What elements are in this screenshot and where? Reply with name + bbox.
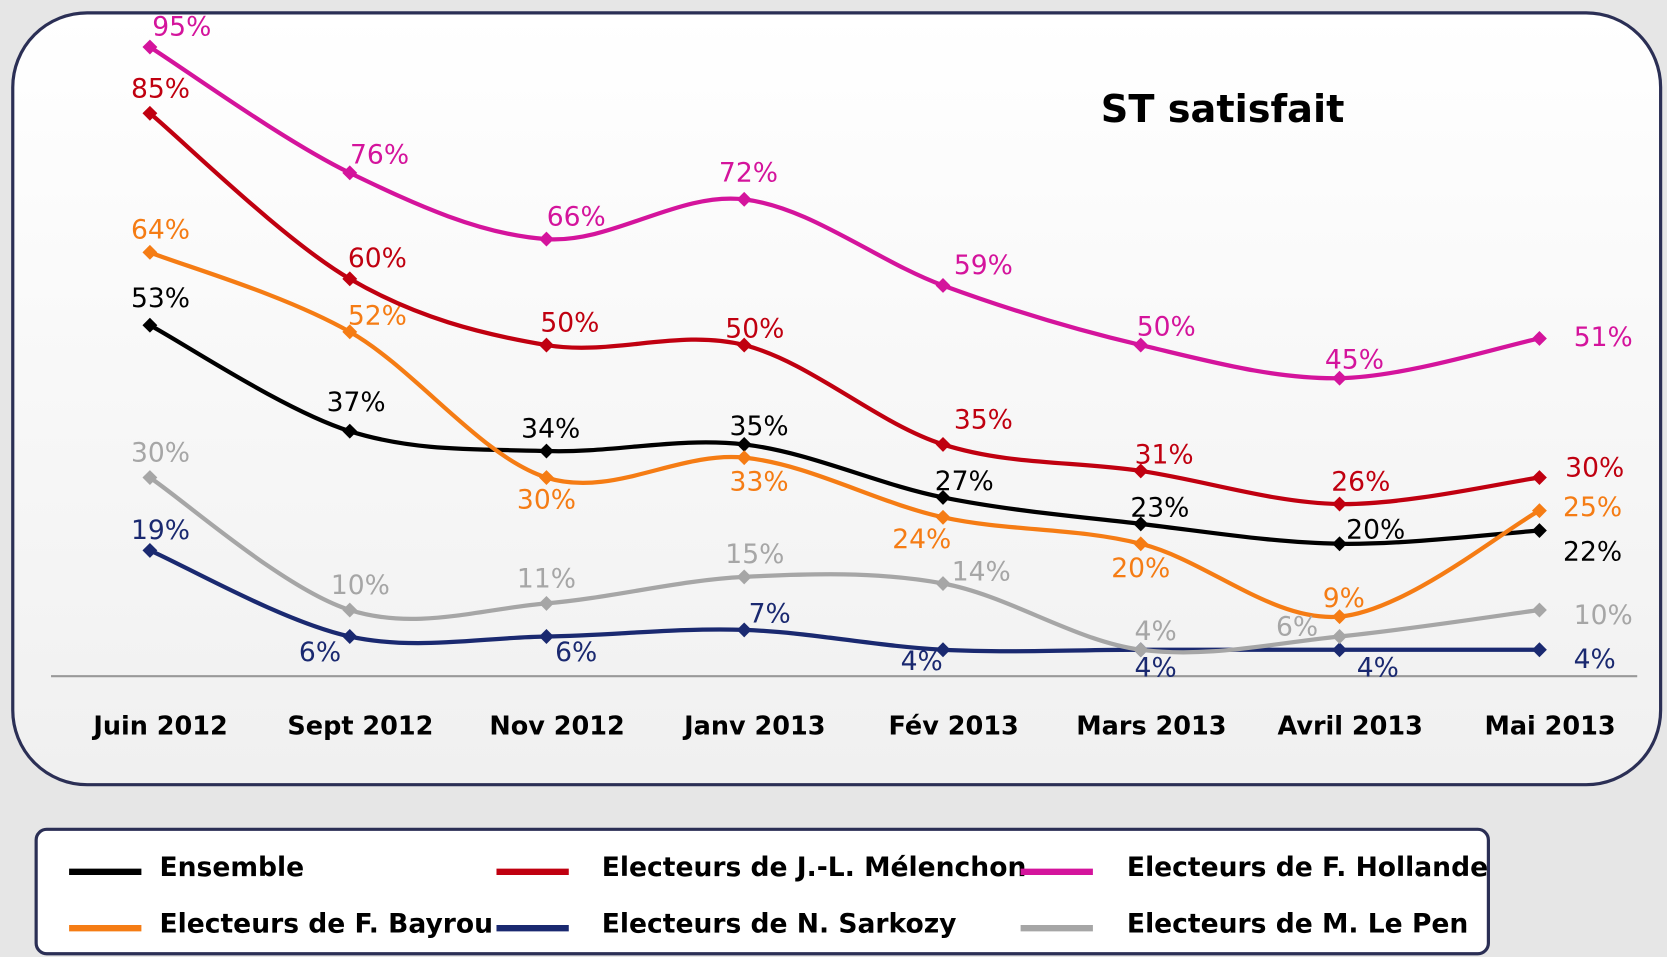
series-line (148, 45, 1540, 381)
data-label: 9% (1323, 583, 1365, 614)
data-label: 25% (1563, 492, 1622, 523)
legend-label: Electeurs de F. Hollande (1127, 852, 1488, 883)
data-label: 72% (719, 157, 778, 188)
data-label: 59% (954, 250, 1013, 281)
point-marker (142, 39, 158, 55)
data-label: 66% (547, 201, 606, 232)
data-label: 35% (954, 405, 1013, 436)
data-label: 33% (730, 467, 789, 498)
data-label: 26% (1331, 466, 1390, 497)
data-label: 34% (521, 413, 580, 444)
legend-label: Ensemble (159, 852, 304, 883)
data-label: 31% (1135, 440, 1194, 471)
series-line (148, 323, 1540, 546)
data-label: 23% (1130, 493, 1189, 524)
legend-box (34, 827, 1490, 956)
data-label: 15% (725, 539, 784, 570)
data-label: 4% (1357, 652, 1399, 683)
data-label: 4% (1135, 652, 1177, 683)
legend-label: Electeurs de N. Sarkozy (602, 909, 957, 940)
chart-title: ST satisfait (1101, 87, 1345, 132)
data-label: 52% (348, 300, 407, 331)
data-label: 19% (131, 515, 190, 546)
point-marker (935, 278, 951, 293)
point-marker (935, 642, 951, 658)
data-label: 10% (331, 570, 390, 601)
data-label: 27% (935, 466, 994, 497)
point-marker (935, 576, 951, 591)
data-label: 4% (1574, 644, 1616, 675)
series-line (148, 475, 1540, 655)
data-label: 14% (952, 556, 1011, 587)
x-tick-label: Avril 2013 (1278, 711, 1423, 741)
data-label: 30% (517, 484, 576, 515)
point-marker (342, 629, 358, 644)
point-marker (736, 436, 752, 452)
data-label: 95% (152, 11, 211, 42)
legend-label: Electeurs de J.-L. Mélenchon (602, 852, 1027, 883)
x-tick-label: Janv 2013 (682, 711, 825, 741)
data-label: 35% (730, 411, 789, 442)
data-label: 10% (1574, 600, 1633, 631)
x-tick-label: Mai 2013 (1484, 711, 1615, 741)
point-marker (342, 423, 358, 439)
legend-label: Electeurs de F. Bayrou (159, 909, 493, 940)
data-label: 50% (1137, 312, 1196, 343)
data-label: 50% (540, 307, 599, 338)
data-label: 4% (1135, 616, 1177, 647)
x-tick-label: Juin 2012 (91, 711, 227, 741)
series-line (149, 250, 1541, 620)
point-marker (342, 271, 358, 287)
point-marker (142, 105, 158, 121)
data-label: 53% (131, 283, 190, 314)
x-tick-label: Fév 2013 (889, 711, 1019, 741)
point-marker (142, 317, 158, 333)
data-label: 60% (348, 243, 407, 274)
data-label: 20% (1111, 553, 1170, 584)
data-label: 24% (892, 524, 951, 555)
data-label: 11% (517, 563, 576, 594)
point-marker (736, 191, 752, 207)
point-marker (935, 436, 951, 452)
plot-frame (11, 11, 1663, 787)
data-label: 20% (1346, 515, 1405, 546)
data-label: 4% (901, 646, 943, 677)
data-label: 50% (725, 314, 784, 345)
legend-label: Electeurs de M. Le Pen (1127, 909, 1468, 940)
point-marker (142, 542, 158, 558)
point-marker (142, 470, 158, 485)
data-label: 22% (1563, 536, 1622, 567)
data-label: 64% (131, 215, 190, 246)
x-tick-label: Nov 2012 (489, 711, 624, 741)
data-label: 6% (1276, 611, 1318, 642)
point-marker (342, 165, 358, 181)
data-label: 30% (1565, 453, 1624, 484)
x-tick-label: Sept 2012 (287, 711, 433, 741)
x-tick-label: Mars 2013 (1076, 711, 1226, 741)
data-label: 76% (350, 139, 409, 170)
data-label: 6% (555, 637, 597, 668)
point-marker (342, 602, 358, 618)
data-label: 30% (131, 438, 190, 469)
data-label: 7% (749, 598, 791, 629)
data-label: 6% (299, 637, 341, 668)
data-label: 51% (1574, 322, 1633, 353)
data-label: 85% (131, 73, 190, 104)
data-label: 37% (327, 387, 386, 418)
series-line (149, 548, 1540, 654)
data-label: 45% (1325, 345, 1384, 376)
point-marker (342, 324, 358, 340)
